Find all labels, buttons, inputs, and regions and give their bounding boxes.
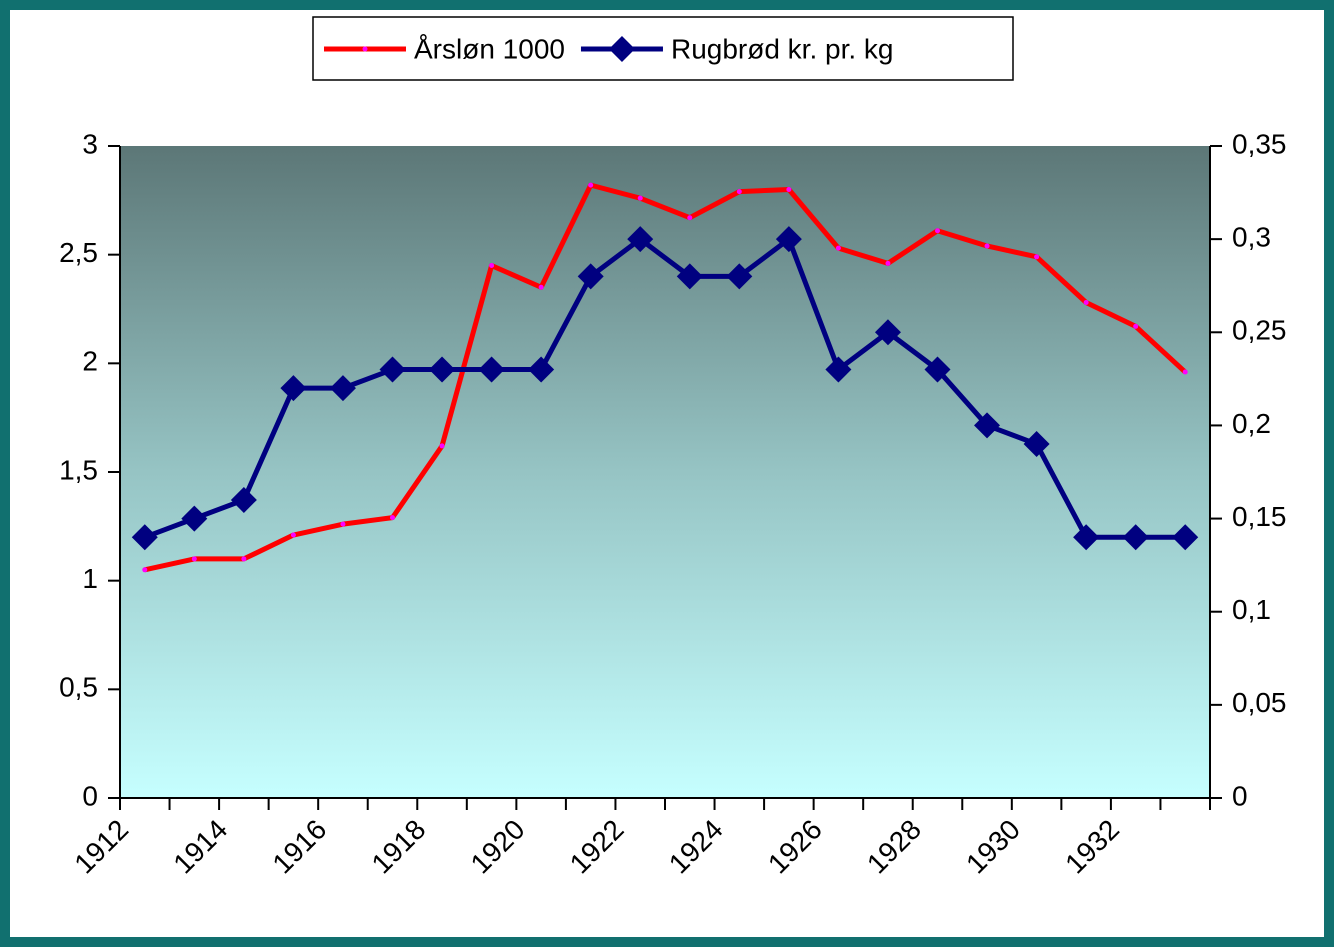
y2-tick-label: 0,25 (1232, 315, 1287, 346)
series-marker (1073, 524, 1100, 551)
y-tick-label: 1 (82, 563, 98, 594)
y2-tick-label: 0 (1232, 780, 1248, 811)
series-marker (588, 182, 594, 188)
series-marker (974, 412, 1001, 439)
series-marker (340, 521, 346, 527)
series-marker (637, 195, 643, 201)
series-marker (1182, 369, 1188, 375)
legend-marker (362, 46, 368, 52)
series-marker (1172, 524, 1199, 551)
series-marker (984, 243, 990, 249)
series-marker (924, 356, 951, 383)
series-marker (290, 532, 296, 538)
y2-tick-label: 0,05 (1232, 687, 1287, 718)
series-marker (874, 319, 901, 346)
y2-tick-label: 0,3 (1232, 222, 1271, 253)
y2-tick-label: 0,2 (1232, 408, 1271, 439)
series-marker (142, 567, 148, 573)
series-marker (775, 226, 802, 253)
series-marker (131, 524, 158, 551)
y2-tick-label: 0,35 (1232, 128, 1287, 159)
series-line (144, 182, 1187, 573)
y-tick-label: 2 (82, 346, 98, 377)
series-marker (687, 215, 693, 221)
y2-tick-label: 0,1 (1232, 594, 1271, 625)
series-marker (528, 356, 555, 383)
series-marker (1034, 254, 1040, 260)
plot-area (120, 146, 1210, 798)
series-marker (241, 556, 247, 562)
series-marker (489, 263, 495, 269)
series-marker (181, 505, 208, 532)
series-marker (538, 284, 544, 290)
legend-marker (608, 36, 635, 62)
series-marker (835, 245, 841, 251)
y-tick-label: 0 (82, 780, 98, 811)
series-marker (786, 186, 792, 192)
series-marker (1133, 323, 1139, 329)
series-marker (825, 356, 852, 383)
y-tick-label: 3 (82, 128, 98, 159)
series-marker (577, 263, 604, 290)
series-marker (429, 356, 456, 383)
series-marker (1122, 524, 1149, 551)
series-marker (390, 515, 395, 521)
y-tick-label: 0,5 (59, 672, 98, 703)
series-marker (230, 486, 257, 513)
series-marker (885, 260, 891, 266)
y-tick-label: 2,5 (59, 237, 98, 268)
series-marker (736, 189, 742, 195)
legend-box (312, 16, 1014, 81)
series-marker (935, 228, 940, 234)
legend-label: Årsløn 1000 (414, 33, 565, 64)
series-marker (726, 263, 753, 290)
series-marker (627, 226, 654, 253)
series-marker (676, 263, 703, 290)
legend-label: Rugbrød kr. pr. kg (671, 33, 894, 64)
series-marker (1023, 431, 1050, 458)
series-marker (439, 443, 445, 449)
series-marker (191, 556, 197, 562)
series-marker (329, 375, 356, 402)
y2-tick-label: 0,15 (1232, 501, 1287, 532)
series-marker (379, 356, 406, 383)
series-line (143, 236, 1186, 540)
y-tick-label: 1,5 (59, 454, 98, 485)
series-marker (280, 375, 307, 402)
series-marker (1083, 299, 1089, 305)
series-marker (478, 356, 505, 383)
